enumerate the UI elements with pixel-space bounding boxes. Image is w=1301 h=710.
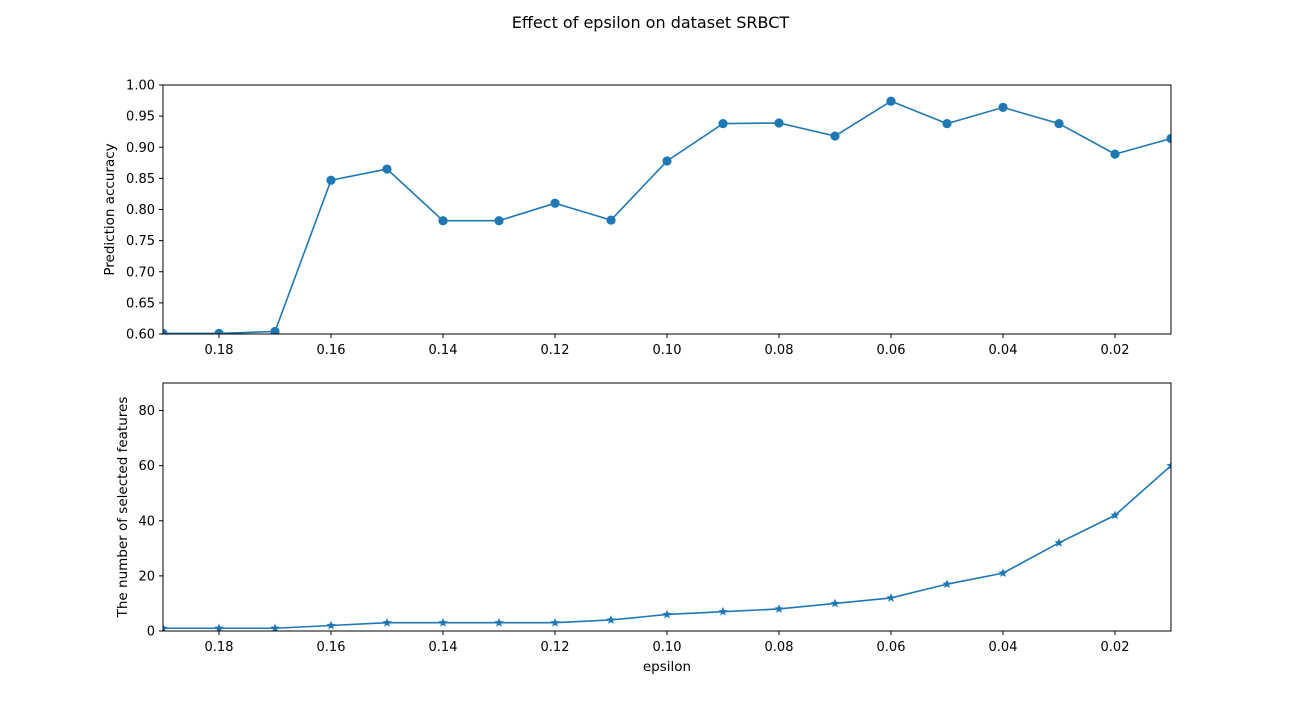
x-tick-label: 0.04 bbox=[989, 640, 1018, 655]
y-tick-label: 0.70 bbox=[126, 265, 155, 280]
data-point bbox=[326, 175, 336, 185]
data-point bbox=[1054, 538, 1064, 547]
axes-frame bbox=[162, 84, 1172, 335]
x-tick-label: 0.02 bbox=[1101, 343, 1130, 358]
data-point bbox=[942, 118, 952, 129]
data-point bbox=[774, 604, 784, 613]
y-tick-label: 20 bbox=[138, 569, 155, 584]
data-point bbox=[270, 623, 280, 631]
y-tick-label: 1.00 bbox=[126, 79, 155, 94]
x-tick-label: 0.14 bbox=[429, 343, 458, 358]
data-point bbox=[886, 96, 896, 106]
data-point bbox=[382, 164, 392, 174]
x-tick-label: 0.08 bbox=[765, 640, 794, 655]
y-axis-label: Prediction accuracy bbox=[102, 143, 118, 275]
y-tick-label: 0.85 bbox=[126, 172, 155, 187]
x-tick-label: 0.18 bbox=[205, 640, 234, 655]
features-panel: 0.18 0.16 0.14 0.12 0.10 0.08 0.06 0.04 0.02 0 20 4… bbox=[115, 382, 1172, 675]
data-point bbox=[494, 617, 504, 627]
data-point bbox=[214, 623, 224, 631]
data-point bbox=[550, 617, 560, 627]
data-point bbox=[606, 215, 616, 225]
data-point bbox=[214, 328, 224, 334]
data-point bbox=[942, 579, 952, 589]
x-tick-label: 0.02 bbox=[1101, 640, 1130, 655]
data-point bbox=[382, 617, 392, 627]
x-tick-label: 0.14 bbox=[429, 640, 458, 655]
data-point bbox=[1166, 460, 1171, 470]
data-point bbox=[606, 615, 616, 624]
x-tick-label: 0.16 bbox=[317, 640, 346, 655]
data-point bbox=[326, 620, 336, 630]
y-tick-label: 0.60 bbox=[126, 328, 155, 343]
x-tick-label: 0.06 bbox=[877, 343, 906, 358]
x-tick-label: 0.16 bbox=[317, 343, 346, 358]
x-tick-label: 0.18 bbox=[205, 343, 234, 358]
accuracy-panel: 0.18 0.16 0.14 0.12 0.10 0.08 0.06 0.04 0.02 0.60… bbox=[102, 79, 1172, 358]
y-tick-label: 0.80 bbox=[126, 203, 155, 218]
axes-frame bbox=[162, 382, 1172, 632]
data-point bbox=[886, 593, 896, 602]
y-tick-label: 0.90 bbox=[126, 141, 155, 156]
y-tick-label: 80 bbox=[138, 404, 155, 419]
data-point bbox=[774, 118, 784, 128]
data-point bbox=[830, 598, 840, 608]
data-point bbox=[270, 326, 280, 334]
y-tick-label: 0.65 bbox=[126, 296, 155, 311]
x-tick-label: 0.10 bbox=[653, 343, 682, 358]
data-point bbox=[438, 216, 448, 226]
y-tick-label: 0.95 bbox=[126, 110, 155, 125]
data-point bbox=[163, 328, 168, 334]
x-tick-label: 0.10 bbox=[653, 640, 682, 655]
data-point bbox=[718, 606, 728, 616]
x-tick-label: 0.04 bbox=[989, 343, 1018, 358]
y-tick-label: 40 bbox=[138, 514, 155, 529]
data-point bbox=[550, 198, 560, 208]
plot-area bbox=[163, 460, 1171, 631]
x-tick-label: 0.06 bbox=[877, 640, 906, 655]
figure-title: Effect of epsilon on dataset SRBCT bbox=[512, 13, 790, 32]
x-tick-label: 0.12 bbox=[541, 640, 570, 655]
data-point bbox=[1110, 149, 1120, 159]
data-point bbox=[163, 623, 168, 631]
x-axis-label: epsilon bbox=[643, 659, 691, 675]
y-tick-label: 60 bbox=[138, 459, 155, 474]
data-point bbox=[998, 102, 1008, 113]
x-tick-label: 0.08 bbox=[765, 343, 794, 358]
data-point bbox=[662, 609, 672, 619]
data-point bbox=[998, 568, 1008, 578]
data-point bbox=[1166, 133, 1171, 144]
data-point bbox=[662, 156, 672, 166]
series-line bbox=[163, 465, 1171, 630]
data-point bbox=[1110, 510, 1120, 520]
y-tick-label: 0.75 bbox=[126, 234, 155, 249]
data-point bbox=[438, 617, 448, 627]
data-point bbox=[494, 216, 504, 226]
data-point bbox=[830, 131, 840, 141]
y-tick-label: 0 bbox=[147, 625, 155, 640]
data-point bbox=[1054, 118, 1064, 129]
x-tick-label: 0.12 bbox=[541, 343, 570, 358]
y-axis-label: The number of selected features bbox=[115, 397, 131, 619]
data-point bbox=[718, 118, 728, 129]
plot-area bbox=[163, 96, 1171, 334]
series-line bbox=[163, 100, 1171, 334]
